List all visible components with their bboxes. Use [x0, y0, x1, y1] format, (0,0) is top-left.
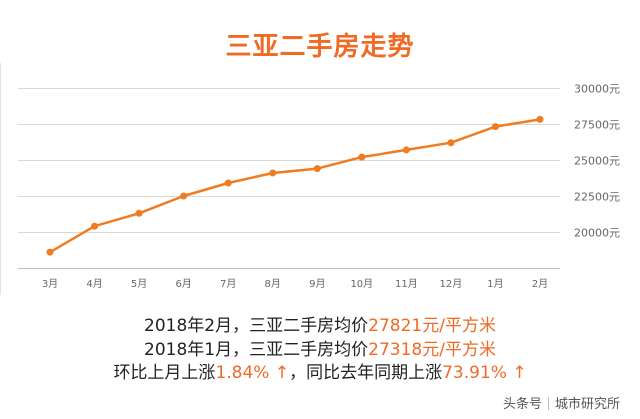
y-tick-label: 30000元	[574, 83, 620, 96]
y-tick-label: 25000元	[574, 155, 620, 168]
summary-january-text: 2018年1月，三亚二手房均价	[144, 340, 369, 360]
mom-label: 环比上月上涨	[113, 363, 216, 383]
x-tick-label: 10月	[350, 278, 373, 290]
data-point	[46, 248, 54, 256]
series	[46, 115, 544, 256]
watermark-author: 城市研究所	[554, 397, 620, 412]
y-tick-label: 20000元	[574, 227, 620, 240]
yoy-growth-value: 73.91% ↑	[442, 363, 527, 383]
data-point	[358, 153, 366, 161]
y-tick-label: 27500元	[574, 119, 620, 132]
y-axis-ticks: 30000元 27500元 25000元 22500元 20000元	[574, 83, 620, 240]
watermark: 头条号 城市研究所	[503, 393, 620, 412]
data-point	[135, 209, 143, 217]
x-tick-label: 8月	[265, 278, 281, 290]
x-tick-label: 3月	[42, 278, 58, 290]
x-axis-ticks: 3月 4月 5月 6月 7月 8月 9月 10月 11月 12月 1月 2月	[42, 278, 548, 290]
x-tick-label: 11月	[395, 278, 418, 290]
summary-line-february: 2018年2月，三亚二手房均价27821元/平方米	[0, 311, 640, 336]
data-point	[402, 146, 410, 154]
chart-title: 三亚二手房走势	[225, 32, 415, 62]
data-point	[447, 139, 455, 147]
data-point	[224, 179, 232, 187]
watermark-source: 头条号	[502, 397, 542, 412]
x-tick-label: 4月	[86, 278, 102, 290]
series-line	[49, 118, 541, 254]
summary-february-text: 2018年2月，三亚二手房均价	[144, 316, 369, 336]
y-tick-label: 22500元	[574, 191, 620, 204]
x-tick-label: 7月	[220, 278, 236, 290]
x-tick-label: 12月	[440, 278, 463, 290]
x-tick-label: 1月	[487, 278, 503, 290]
line-chart: 30000元 27500元 25000元 22500元 20000元 3月 4月 5月 6月 7…	[18, 83, 620, 290]
x-tick-label: 9月	[309, 278, 325, 290]
data-point	[536, 115, 544, 123]
data-point	[313, 165, 321, 173]
x-tick-label: 2月	[532, 278, 548, 290]
summary-line-growth: 环比上月上涨1.84% ↑，同比去年同期上涨73.91% ↑	[0, 358, 640, 383]
watermark-separator	[547, 397, 549, 410]
x-tick-label: 6月	[175, 278, 191, 290]
left-border	[0, 63, 1, 295]
data-point	[491, 123, 499, 131]
mom-growth-value: 1.84% ↑	[215, 363, 290, 383]
summary-line-january: 2018年1月，三亚二手房均价27318元/平方米	[0, 335, 640, 360]
summary-january-price: 27318元/平方米	[368, 340, 496, 360]
data-point	[180, 192, 188, 200]
data-point	[269, 169, 277, 177]
gridlines	[18, 88, 560, 269]
yoy-label: ，同比去年同期上涨	[289, 363, 443, 383]
data-point	[91, 222, 99, 230]
summary-february-price: 27821元/平方米	[368, 316, 496, 336]
x-tick-label: 5月	[131, 278, 147, 290]
